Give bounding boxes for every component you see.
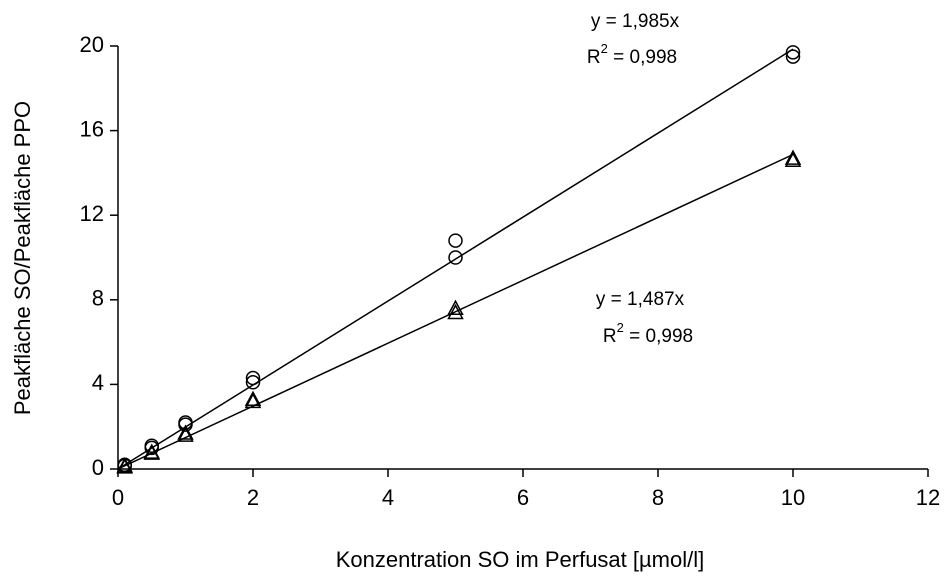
annotation-sup: 2 <box>601 41 608 56</box>
point <box>785 49 801 64</box>
point <box>448 250 463 265</box>
annotation-part: = 0,998 <box>624 326 693 347</box>
x-tick-label: 0 <box>112 485 124 510</box>
point <box>245 375 261 390</box>
y-tick-label: 0 <box>92 455 104 480</box>
point <box>177 426 194 442</box>
y-tick-label: 8 <box>92 286 104 311</box>
y-tick-label: 16 <box>80 116 104 141</box>
point <box>448 233 463 248</box>
point <box>244 392 262 409</box>
annotation: R2 = 0,998 <box>587 41 677 68</box>
y-axis-label: Peakfläche SO/Peakfläche PPO <box>10 101 35 415</box>
annotation-sup: 2 <box>617 320 624 335</box>
y-tick-label: 4 <box>92 370 104 395</box>
annotation-part: = 0,998 <box>608 47 677 68</box>
x-tick-label: 6 <box>517 485 529 510</box>
annotation: y = 1,487x <box>596 289 685 310</box>
y-tick-label: 12 <box>80 201 104 226</box>
point <box>143 444 161 460</box>
x-tick-label: 2 <box>247 485 259 510</box>
point <box>447 299 464 316</box>
annotation: R2 = 0,998 <box>603 320 693 347</box>
annotation: y = 1,985x <box>591 11 680 32</box>
y-tick-label: 20 <box>80 32 104 57</box>
point <box>784 149 802 165</box>
annotation-part: R <box>587 47 601 68</box>
point <box>144 440 159 456</box>
point <box>178 417 193 432</box>
x-tick-label: 12 <box>916 485 940 510</box>
x-tick-label: 4 <box>382 485 394 510</box>
x-tick-label: 8 <box>652 485 664 510</box>
trend-line <box>117 153 794 470</box>
point <box>447 303 464 320</box>
trend-line <box>117 48 794 470</box>
x-axis-label: Konzentration SO im Perfusat [µmol/l] <box>336 547 705 572</box>
x-tick-label: 10 <box>781 485 805 510</box>
point <box>177 424 194 440</box>
point <box>244 390 262 406</box>
annotation-part: R <box>603 326 617 347</box>
point <box>784 151 802 167</box>
